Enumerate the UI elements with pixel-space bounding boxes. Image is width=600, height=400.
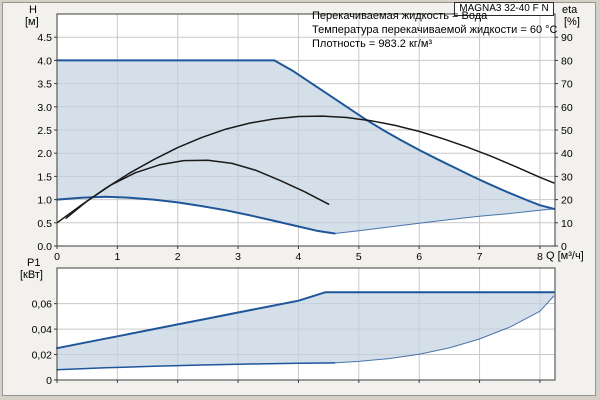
eta-tick-label: 60 <box>561 102 573 114</box>
eta-tick-label: 10 <box>561 218 573 230</box>
y-tick-label: 0,04 <box>32 324 53 336</box>
eta-axis-label: eta <box>562 4 578 16</box>
x-tick-label: 8 <box>537 251 543 263</box>
y-tick-label: 4.5 <box>37 32 52 44</box>
h-axis-unit: [м] <box>25 16 39 28</box>
y-tick-label: 1.5 <box>37 171 52 183</box>
y-tick-label: 0.0 <box>37 241 52 253</box>
y-tick-label: 0,02 <box>32 350 53 362</box>
x-tick-label: 1 <box>114 251 120 263</box>
efficiency-curve-min <box>65 159 330 219</box>
max-power-curve <box>56 291 555 350</box>
eta-axis-unit: [%] <box>564 16 580 28</box>
annotation-temperature: Температура перекачиваемой жидкости = 60… <box>312 24 558 36</box>
p1-axis-unit: [кВт] <box>20 269 43 281</box>
eta-tick-label: 30 <box>561 171 573 183</box>
eta-tick-label: 80 <box>561 55 573 67</box>
eta-tick-label: 0 <box>561 241 567 253</box>
x-tick-label: 7 <box>477 251 483 263</box>
power-flow-chart: 0 0,02 0,04 0,06 <box>32 267 556 387</box>
q-axis-label: Q [м³/ч] <box>546 250 584 262</box>
y-tick-label: 2.0 <box>37 148 52 160</box>
x-tick-label: 0 <box>54 251 60 263</box>
power-envelope-boundary <box>334 295 555 364</box>
y-tick-label: 0.5 <box>37 218 52 230</box>
y-tick-label: 3.0 <box>37 102 52 114</box>
x-tick-label: 4 <box>296 251 302 263</box>
x-tick-label: 3 <box>235 251 241 263</box>
operating-envelope <box>57 292 554 370</box>
eta-tick-label: 50 <box>561 125 573 137</box>
x-tick-label: 6 <box>416 251 422 263</box>
y-tick-label: 0,06 <box>32 299 53 311</box>
plot-border <box>56 267 556 381</box>
eta-tick-label: 40 <box>561 148 573 160</box>
x-tick-label: 2 <box>175 251 181 263</box>
x-tick-label: 5 <box>356 251 362 263</box>
h-axis-label: H <box>29 4 37 16</box>
eta-tick-label: 70 <box>561 79 573 91</box>
max-head-curve <box>56 59 555 210</box>
efficiency-curve-max <box>56 115 555 224</box>
p1-axis-label: P1 <box>27 257 41 269</box>
y-tick-label: 4.0 <box>37 55 52 67</box>
envelope-right-boundary <box>334 208 555 234</box>
annotation-fluid: Перекачиваемая жидкость = Вода <box>312 10 488 22</box>
eta-tick-label: 20 <box>561 195 573 207</box>
min-head-curve <box>56 195 336 235</box>
fluid-annotations: Перекачиваемая жидкость = Вода Температу… <box>312 9 557 51</box>
annotation-density: Плотность = 983.2 кг/м³ <box>312 38 433 50</box>
y-tick-label: 1.0 <box>37 195 52 207</box>
eta-tick-label: 90 <box>561 32 573 44</box>
pump-model-title: MAGNA3 32-40 F N <box>454 2 554 16</box>
min-power-curve <box>56 362 336 371</box>
y-tick-label: 0 <box>46 375 52 387</box>
operating-envelope <box>57 60 554 234</box>
y-tick-label: 3.5 <box>37 79 52 91</box>
head-flow-chart: 0.00.51.01.52.02.53.03.54.04.50102030405… <box>37 13 573 263</box>
y-tick-label: 2.5 <box>37 125 52 137</box>
